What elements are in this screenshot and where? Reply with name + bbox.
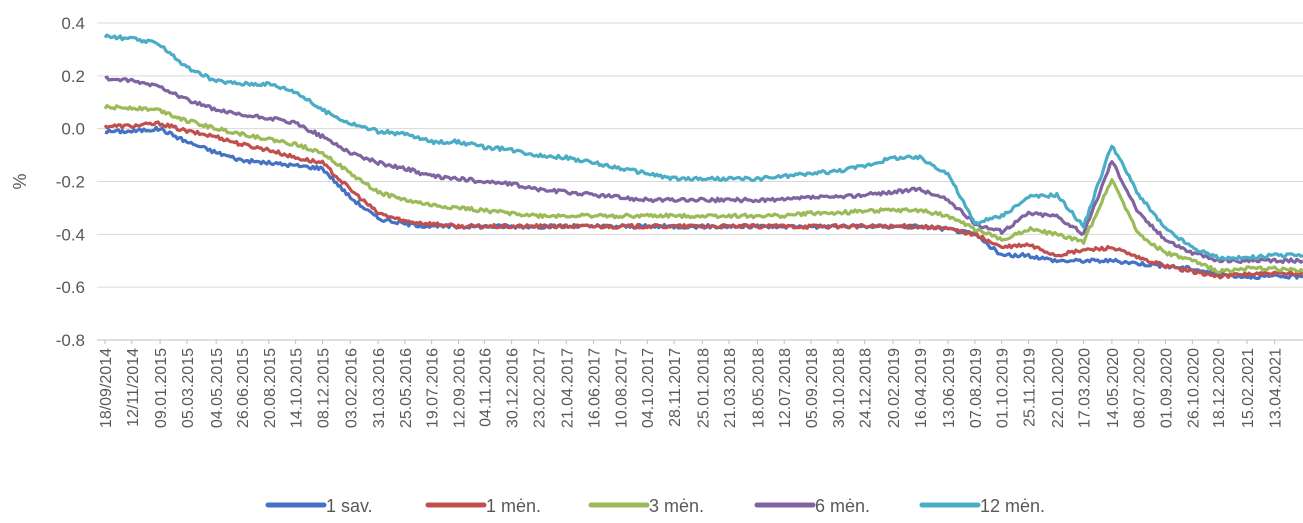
x-tick-label: 18.05.2018 (750, 348, 767, 428)
y-tick-label: -0.6 (56, 278, 85, 297)
x-tick-label: 18/09/2014 (98, 348, 115, 428)
x-tick-label: 05.09.2018 (804, 348, 821, 428)
x-tick-label: 04.10.2017 (640, 348, 657, 428)
x-tick-label: 04.11.2016 (477, 348, 494, 427)
legend: 1 sav. 1 mėn. 3 mėn. 6 mėn. 12 mėn. (265, 496, 1045, 516)
x-tick-label: 17.03.2020 (1077, 348, 1094, 428)
x-tick-label: 21.03.2018 (722, 348, 739, 428)
y-tick-label: 0.4 (61, 14, 85, 33)
x-tick-label: 25.05.2016 (398, 348, 415, 428)
x-axis-ticks: 18/09/2014 12/11/2014 09.01.2015 05.03.2015… (98, 340, 1285, 428)
x-tick-label: 30.10.2018 (831, 348, 848, 428)
x-tick-label: 14.05.2020 (1105, 348, 1122, 428)
series-line-4 (104, 75, 1303, 265)
series-line-2 (103, 120, 1303, 280)
x-tick-label: 14.10.2015 (289, 348, 306, 428)
legend-label: 1 mėn. (486, 496, 541, 516)
x-tick-label: 22.01.2020 (1050, 348, 1067, 428)
x-tick-label: 31.03.2016 (371, 348, 388, 428)
x-tick-label: 12/11/2014 (125, 348, 142, 427)
x-tick-label: 21.04.2017 (559, 348, 576, 428)
y-tick-label: -0.4 (56, 225, 85, 244)
legend-label: 3 mėn. (649, 496, 704, 516)
y-tick-label: 0.2 (61, 67, 85, 86)
series-line-1 (104, 125, 1303, 280)
y-tick-label: -0.8 (56, 331, 85, 350)
x-tick-label: 04.05.2015 (209, 348, 226, 428)
x-tick-label: 26.06.2015 (235, 348, 252, 428)
series-lines (103, 33, 1303, 280)
legend-label: 12 mėn. (980, 496, 1045, 516)
y-tick-label: -0.2 (56, 173, 85, 192)
x-tick-label: 10.08.2017 (613, 348, 630, 428)
x-tick-label: 12.09.2016 (452, 348, 469, 428)
x-tick-label: 01.10.2019 (995, 348, 1012, 428)
x-tick-label: 23.02.2017 (531, 348, 548, 428)
legend-label: 6 mėn. (815, 496, 870, 516)
x-tick-label: 12.07.2018 (777, 348, 794, 428)
x-tick-label: 03.02.2016 (343, 348, 360, 428)
x-tick-label: 07.08.2019 (968, 348, 985, 428)
x-tick-label: 28.11.2017 (667, 348, 684, 427)
x-tick-label: 26.10.2020 (1185, 348, 1202, 428)
x-tick-label: 15.02.2021 (1240, 348, 1257, 428)
x-tick-label: 05.03.2015 (180, 348, 197, 428)
x-tick-label: 20.02.2019 (886, 348, 903, 428)
y-tick-label: 0.0 (61, 120, 85, 139)
x-tick-label: 08.07.2020 (1132, 348, 1149, 428)
x-tick-label: 16.04.2019 (913, 348, 930, 428)
series-line-3 (103, 104, 1303, 274)
x-tick-label: 13.06.2019 (941, 348, 958, 428)
x-tick-label: 30.12.2016 (505, 348, 522, 428)
x-tick-label: 13.04.2021 (1268, 348, 1285, 428)
x-tick-label: 09.01.2015 (153, 348, 170, 428)
x-tick-label: 25.11.2019 (1021, 348, 1038, 427)
x-tick-label: 19.07.2016 (425, 348, 442, 428)
x-tick-label: 18.12.2020 (1211, 348, 1228, 428)
x-tick-label: 24.12.2018 (858, 348, 875, 428)
x-tick-label: 16.06.2017 (587, 348, 604, 428)
y-axis-label: % (10, 173, 30, 189)
y-axis-ticks: 0.4 0.2 0.0 -0.2 -0.4 -0.6 -0.8 (56, 14, 85, 350)
series-line-5 (103, 33, 1303, 262)
x-tick-label: 08.12.2015 (315, 348, 332, 428)
x-tick-label: 20.08.2015 (262, 348, 279, 428)
x-tick-label: 25.01.2018 (695, 348, 712, 428)
legend-label: 1 sav. (326, 496, 373, 516)
x-tick-label: 01.09.2020 (1159, 348, 1176, 428)
